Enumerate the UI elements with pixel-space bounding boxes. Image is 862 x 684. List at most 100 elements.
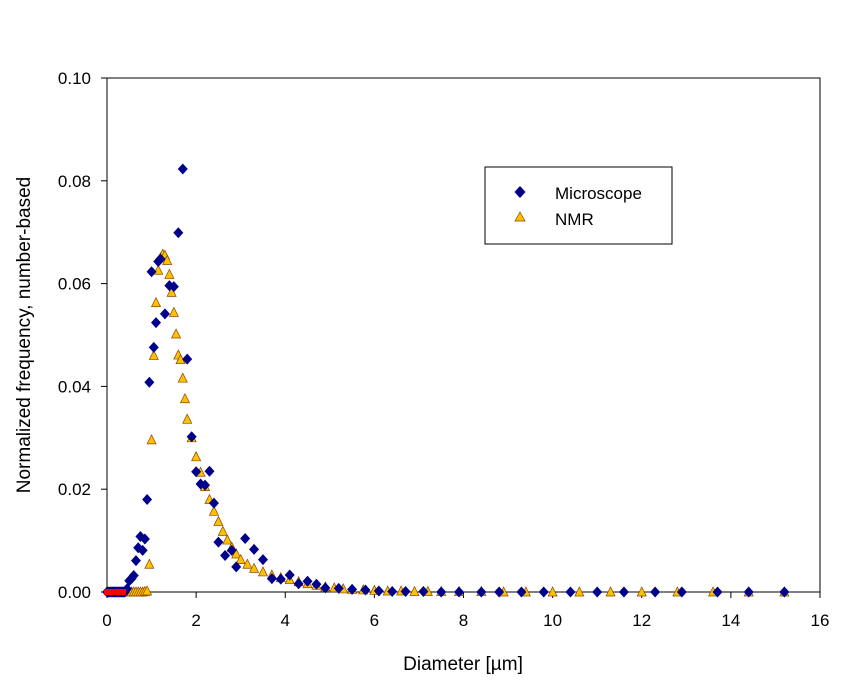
y-axis-title: Normalized frequency, number-based [14,177,35,493]
nmr-point [257,566,269,577]
microscope-point [436,586,447,598]
nmr-point [191,451,202,462]
microscope-point [454,586,465,598]
legend-marker-microscope [514,186,526,198]
microscope-point [146,266,157,278]
legend-marker-nmr [514,211,526,222]
nmr-point [162,254,173,265]
nmr-point [213,515,224,526]
legend-box [484,166,673,245]
nmr-point [547,586,558,597]
microscope-point [173,227,184,239]
microscope-point [494,586,505,598]
microscope-point [333,582,344,594]
nmr-point [146,434,157,445]
microscope-point [155,253,166,265]
microscope-point [516,586,527,598]
microscope-point [249,543,260,555]
microscope-point [191,466,202,478]
microscope-point [159,308,170,320]
microscope-point [130,555,141,567]
microscope-point [476,586,487,598]
x-tick-label: 0 [102,611,111,630]
microscope-point [168,281,179,293]
x-tick-label: 10 [543,611,562,630]
nmr-point [179,392,191,404]
microscope-point [231,561,242,573]
legend-label-microscope: Microscope [555,184,642,203]
microscope-point [177,163,188,175]
microscope-point [200,479,211,491]
x-tick-label: 2 [191,611,200,630]
microscope-point [400,585,411,597]
microscope-point [311,578,322,590]
microscope-point [148,341,159,353]
x-axis-title: Diameter [µm] [403,654,523,675]
data-points [102,163,790,598]
nmr-point [242,558,253,569]
microscope-point [347,583,358,595]
legend: Microscope NMR [484,166,673,245]
microscope-point [743,586,754,598]
microscope-point [213,536,224,548]
microscope-point [204,465,215,477]
nmr-point [144,558,155,569]
nmr-point [235,553,246,564]
nmr-point [148,349,159,360]
x-tick-label: 16 [811,611,830,630]
microscope-point [676,586,687,598]
red-square-point [120,589,127,595]
nmr-point [208,505,220,516]
x-tick-label: 4 [281,611,290,630]
legend-label-nmr: NMR [555,210,594,229]
microscope-point [151,317,162,329]
microscope-point [418,585,429,597]
microscope-point [293,578,304,590]
nmr-point [164,268,175,279]
microscope-point [186,431,197,443]
microscope-point [182,353,193,365]
microscope-point [373,585,384,597]
microscope-point [240,533,251,545]
microscope-point [284,569,295,581]
microscope-point [538,586,549,598]
x-tick-label: 12 [632,611,651,630]
nmr-point [168,306,179,317]
y-tick-label: 0.06 [58,275,91,294]
nmr-point [636,586,647,597]
nmr-point [409,585,420,596]
microscope-point [618,586,629,598]
microscope-point [779,586,790,598]
nmr-point [231,548,242,559]
nmr-point [182,413,193,424]
tick-labels: 0 2 4 6 8 10 12 14 16 0.00 0.02 0.04 0.06 0.08 0.10 [58,69,830,630]
nmr-point [150,296,162,307]
y-tick-label: 0.10 [58,69,91,88]
microscope-point [275,573,286,585]
microscope-point [137,544,148,556]
microscope-point [320,582,331,594]
microscope-point [139,533,150,545]
nmr-point [142,585,153,596]
plot-area [106,77,821,593]
y-tick-label: 0.00 [58,583,91,602]
microscope-point [650,586,661,598]
microscope-point [565,586,576,598]
microscope-point [220,550,231,562]
microscope-point [257,554,268,566]
microscope-point [226,544,237,556]
nmr-point [574,586,585,597]
x-tick-label: 14 [721,611,740,630]
y-tick-label: 0.08 [58,172,91,191]
microscope-point [144,376,155,388]
microscope-point [208,497,219,509]
nmr-point [222,534,233,545]
microscope-point [712,586,723,598]
microscope-point [128,570,139,582]
microscope-point [266,573,277,585]
nmr-point [217,525,228,536]
microscope-point [387,585,398,597]
microscope-point [360,584,371,596]
microscope-point [592,586,603,598]
